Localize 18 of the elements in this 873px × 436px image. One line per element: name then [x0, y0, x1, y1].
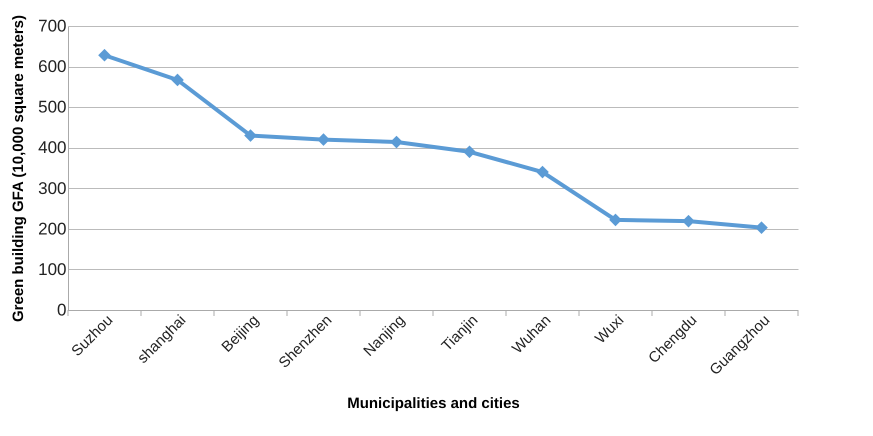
y-tick-label: 700	[38, 16, 66, 36]
x-axis-title: Municipalities and cities	[347, 394, 520, 412]
point	[755, 221, 768, 234]
y-axis-title: Green building GFA (10,000 square meters)	[10, 14, 28, 322]
point	[317, 133, 330, 146]
y-tick-label: 500	[38, 98, 66, 117]
point	[171, 74, 184, 86]
point	[98, 48, 111, 62]
y-tick-label: 0	[57, 300, 66, 320]
y-tick-label: 300	[38, 178, 66, 198]
y-tick-label: 100	[38, 260, 66, 279]
point	[463, 145, 476, 158]
point	[536, 166, 549, 178]
point	[390, 136, 403, 148]
y-tick-label: 400	[38, 138, 66, 158]
y-tick-label: 600	[38, 57, 66, 76]
y-tick-label: 200	[38, 219, 66, 238]
point	[244, 129, 257, 142]
